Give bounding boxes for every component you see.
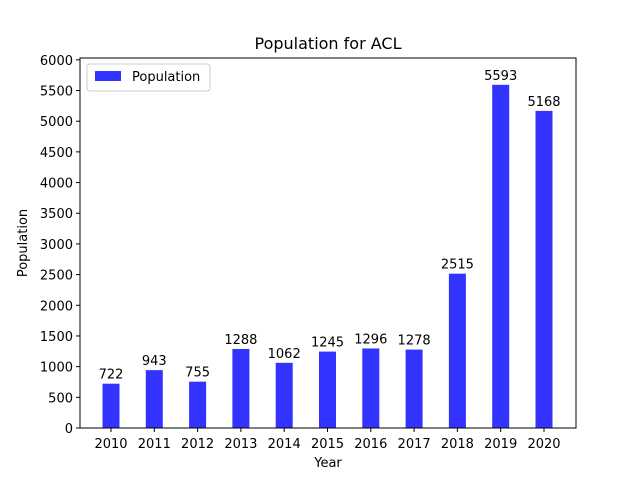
data-label-2013: 1288 (224, 333, 257, 348)
y-axis: 0 500 1000 1500 2000 2500 3000 3500 4000 4500 5000… (40, 54, 80, 437)
y-tick-label-3500: 3500 (40, 207, 73, 222)
bars-group (102, 84, 553, 428)
x-axis-label: Year (313, 456, 342, 471)
y-tick-label-4500: 4500 (40, 146, 73, 161)
x-tick-label-2013: 2013 (224, 437, 257, 452)
data-label-2020: 5168 (527, 95, 560, 110)
bar-2013 (232, 348, 250, 428)
x-tick-label-2010: 2010 (94, 437, 127, 452)
x-axis: 2010 2011 2012 2013 2014 2015 2016 2017 2018 2019… (94, 428, 561, 452)
y-tick-label-2000: 2000 (40, 299, 73, 314)
x-tick-label-2011: 2011 (138, 437, 171, 452)
data-labels-group: 722 943 755 1288 1062 1245 1296 1278 2515 5593 516… (99, 69, 561, 383)
x-tick-label-2015: 2015 (311, 437, 344, 452)
bar-2010 (102, 383, 120, 428)
x-tick-label-2018: 2018 (441, 437, 474, 452)
bar-2020 (535, 110, 553, 428)
data-label-2016: 1296 (354, 332, 387, 347)
bar-2017 (405, 349, 423, 428)
bar-2011 (145, 370, 163, 428)
x-tick-label-2019: 2019 (484, 437, 517, 452)
x-tick-label-2016: 2016 (354, 437, 387, 452)
y-tick-label-4000: 4000 (40, 177, 73, 192)
legend-swatch (95, 71, 121, 81)
x-tick-label-2017: 2017 (398, 437, 431, 452)
y-tick-label-1000: 1000 (40, 361, 73, 376)
y-tick-label-500: 500 (48, 391, 73, 406)
data-label-2012: 755 (185, 366, 210, 381)
chart-title: Population for ACL (255, 34, 402, 53)
data-label-2010: 722 (99, 368, 124, 383)
data-label-2019: 5593 (484, 69, 517, 84)
data-label-2017: 1278 (398, 334, 431, 349)
y-tick-label-0: 0 (65, 422, 73, 437)
y-tick-label-1500: 1500 (40, 330, 73, 345)
legend: Population (86, 63, 211, 92)
legend-frame (86, 63, 211, 92)
legend-label: Population (132, 70, 200, 85)
x-tick-label-2014: 2014 (268, 437, 301, 452)
y-axis-label: Population (16, 209, 31, 277)
bar-2015 (319, 351, 336, 428)
data-label-2014: 1062 (268, 347, 301, 362)
x-tick-label-2012: 2012 (181, 437, 214, 452)
bar-2018 (448, 273, 466, 428)
bar-2012 (189, 381, 207, 428)
y-tick-label-2500: 2500 (40, 269, 73, 284)
bar-2019 (492, 84, 510, 428)
data-label-2011: 943 (142, 354, 167, 369)
y-tick-label-5000: 5000 (40, 115, 73, 130)
y-tick-label-6000: 6000 (40, 54, 73, 69)
y-tick-label-5500: 5500 (40, 85, 73, 100)
bar-2014 (275, 362, 293, 428)
x-tick-label-2020: 2020 (527, 437, 560, 452)
bar-2016 (362, 348, 380, 428)
data-label-2015: 1245 (311, 336, 344, 351)
y-tick-label-3000: 3000 (40, 238, 73, 253)
data-label-2018: 2515 (441, 258, 474, 273)
